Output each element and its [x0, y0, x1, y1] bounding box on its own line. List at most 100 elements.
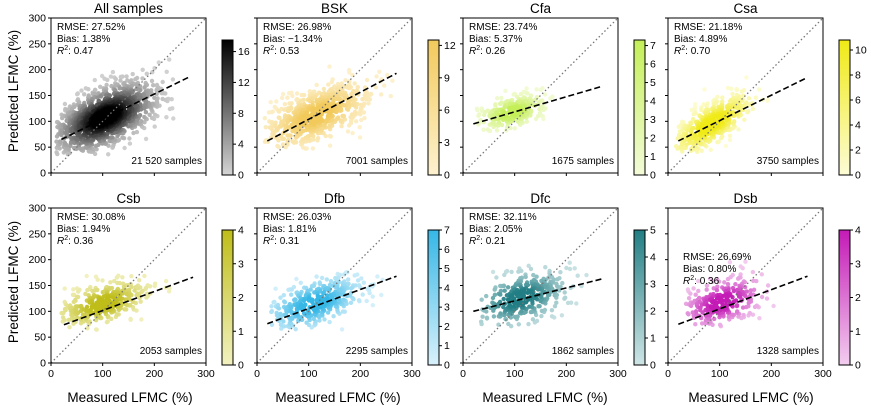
scatter-point [696, 288, 701, 294]
scatter-point [484, 315, 490, 320]
panel-title: Dfb [324, 191, 345, 206]
scatter-point [744, 75, 749, 80]
colorbar-tick-label: 7 [650, 40, 656, 52]
x-tick-label: 100 [94, 368, 112, 380]
scatter-point [348, 286, 354, 291]
y-tick-label: 150 [28, 280, 46, 292]
scatter-point [108, 74, 114, 79]
scatter-point [732, 119, 737, 124]
scatter-point [88, 307, 94, 312]
scatter-point [364, 298, 369, 304]
scatter-point [525, 290, 530, 295]
scatter-point [289, 101, 294, 106]
scatter-point [281, 136, 286, 141]
colorbar-tick-label: 2 [855, 145, 861, 157]
scatter-point [485, 127, 490, 132]
scatter-point [722, 280, 727, 285]
scatter-point [355, 278, 361, 283]
scatter-point [117, 297, 123, 302]
rmse-label: RMSE: 26.69% [683, 252, 751, 263]
colorbar-tick-label: 3 [238, 258, 244, 270]
one-to-one-line [462, 207, 619, 364]
panel-dsb: Dsb 0 100 200 300 RMSE: 26.69%Bias: 0.80%R2: … [665, 191, 861, 380]
colorbar-tick-label: 0 [650, 360, 656, 372]
scatter-point [390, 78, 395, 83]
scatter-point [560, 280, 565, 286]
scatter-point [494, 128, 500, 133]
sample-count: 3750 samples [757, 156, 819, 167]
scatter-point [95, 95, 100, 100]
x-tick-label: 300 [403, 368, 421, 380]
bias-label: Bias: 0.80% [683, 264, 736, 275]
colorbar-tick-label: 2 [855, 292, 861, 304]
scatter-point [113, 76, 119, 82]
scatter-point [152, 95, 157, 101]
scatter-point [501, 296, 506, 302]
scatter-point [133, 284, 139, 290]
panel-title: Cfa [530, 1, 552, 16]
scatter-point [704, 287, 709, 292]
scatter-point [699, 148, 704, 153]
scatter-point [727, 260, 733, 265]
colorbar-tick-label: 4 [650, 96, 656, 108]
scatter-point [113, 83, 118, 89]
scatter-point [746, 300, 751, 306]
scatter-point [342, 96, 347, 101]
scatter-point [759, 294, 765, 300]
scatter-point [364, 77, 370, 83]
regression-line [677, 76, 808, 142]
scatter-point [491, 314, 497, 319]
scatter-point [108, 135, 114, 140]
panel-dfb: Dfb 0 100 200 300 RMSE: 26.03%Bias: 1.81%R2: … [254, 191, 450, 380]
colorbar-tick-label: 4 [238, 225, 244, 237]
colorbar-tick-label: 0 [238, 170, 244, 182]
colorbar-tick-label: 3 [855, 258, 861, 270]
regression-line [473, 85, 603, 125]
colorbar-tick-label: 16 [238, 46, 250, 58]
colorbar-tick-label: 0 [650, 170, 656, 182]
scatter-point [67, 150, 72, 156]
scatter-point [142, 114, 147, 120]
scatter-point [505, 285, 511, 290]
scatter-point [693, 322, 698, 327]
scatter-point [552, 304, 558, 309]
scatter-point [170, 77, 176, 82]
scatter-point [710, 279, 716, 284]
scatter-point [536, 304, 541, 309]
scatter-point [301, 97, 306, 103]
scatter-point [534, 87, 539, 92]
scatter-point [79, 88, 84, 93]
scatter-point [357, 135, 363, 140]
scatter-point [543, 265, 548, 270]
regression-line [266, 72, 397, 142]
colorbar-tick-label: 8 [855, 70, 861, 82]
scatter-point [149, 115, 155, 121]
scatter-point [717, 322, 723, 327]
scatter-point [352, 81, 357, 86]
scatter-point [745, 110, 750, 115]
scatter-point [504, 113, 509, 118]
scatter-point [66, 317, 72, 322]
scatter-point [584, 272, 589, 278]
scatter-point [340, 93, 345, 98]
colorbar-tick-label: 4 [238, 139, 244, 151]
scatter-point [512, 126, 517, 131]
y-tick-label: 150 [28, 90, 46, 102]
scatter-point [747, 310, 752, 316]
scatter-point [370, 303, 375, 308]
colorbar-tick-label: 1 [855, 326, 861, 338]
scatter-point [107, 138, 112, 144]
y-tick-label: 100 [28, 306, 46, 318]
scatter-point [335, 115, 341, 120]
x-tick-label: 100 [506, 368, 524, 380]
colorbar-tick-label: 2 [238, 292, 244, 304]
scatter-point [130, 71, 135, 77]
y-axis-label-bottom: Predicted LFMC (%) [6, 221, 21, 343]
r2-label: R2: 0.47 [57, 45, 94, 57]
x-tick-label: 200 [352, 368, 370, 380]
scatter-point [685, 128, 690, 133]
colorbar-tick-label: 1 [650, 333, 656, 345]
scatter-point [506, 321, 511, 327]
scatter-point [149, 78, 155, 84]
